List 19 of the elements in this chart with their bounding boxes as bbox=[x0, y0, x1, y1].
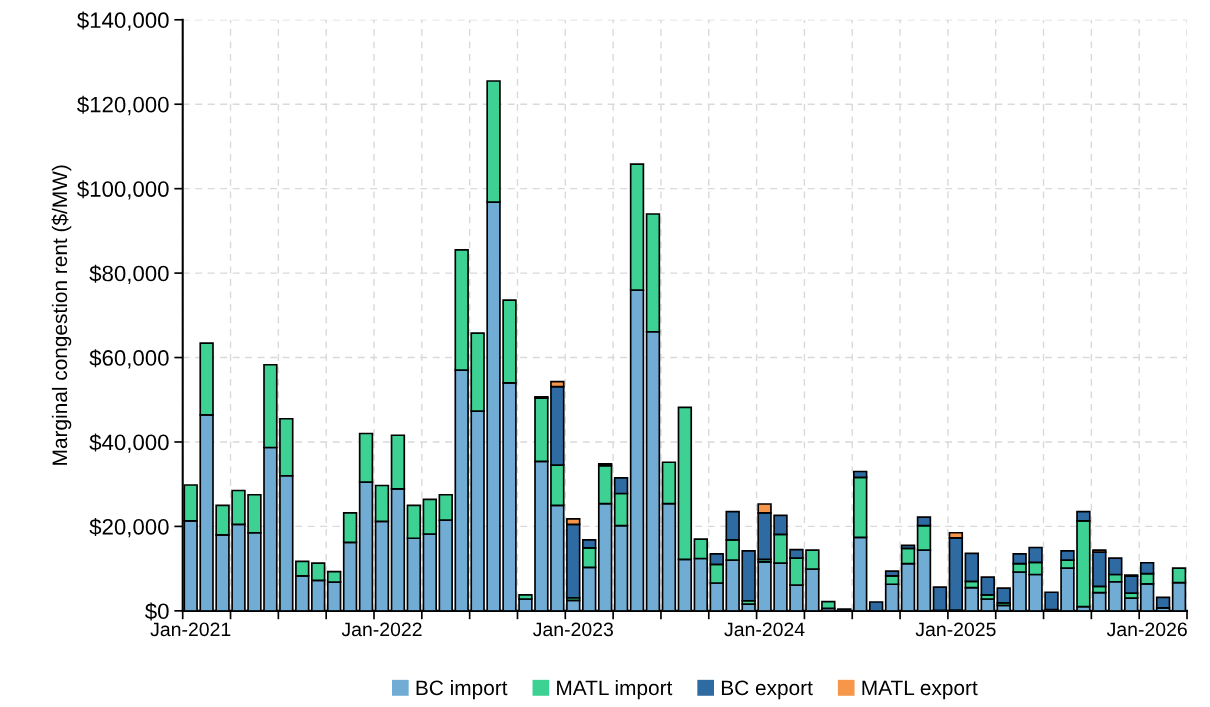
y-tick-label: $80,000 bbox=[89, 264, 169, 284]
legend-label: BC export bbox=[721, 680, 813, 700]
y-axis-title: Marginal congestion rent ($/MW) bbox=[51, 165, 72, 465]
y-tick-label: $0 bbox=[145, 602, 169, 621]
y-tick-label: $20,000 bbox=[89, 518, 169, 538]
x-tick-label: Jan-2022 bbox=[341, 622, 422, 637]
x-tick-label: Jan-2021 bbox=[150, 622, 231, 637]
legend-label: MATL import bbox=[557, 679, 673, 700]
x-tick-label: Jan-2026 bbox=[1106, 622, 1187, 637]
y-tick-label: $60,000 bbox=[89, 349, 169, 369]
x-tick-label: Jan-2024 bbox=[724, 622, 805, 637]
x-tick-label: Jan-2025 bbox=[915, 622, 996, 637]
x-tick-label: Jan-2023 bbox=[533, 622, 613, 637]
legend-label: BC import bbox=[416, 679, 508, 700]
y-tick-label: $40,000 bbox=[89, 433, 169, 453]
legend-label: MATL export bbox=[862, 680, 978, 700]
y-tick-label: $140,000 bbox=[77, 11, 169, 31]
y-tick-label: $100,000 bbox=[77, 180, 169, 200]
y-tick-label: $120,000 bbox=[77, 95, 169, 116]
